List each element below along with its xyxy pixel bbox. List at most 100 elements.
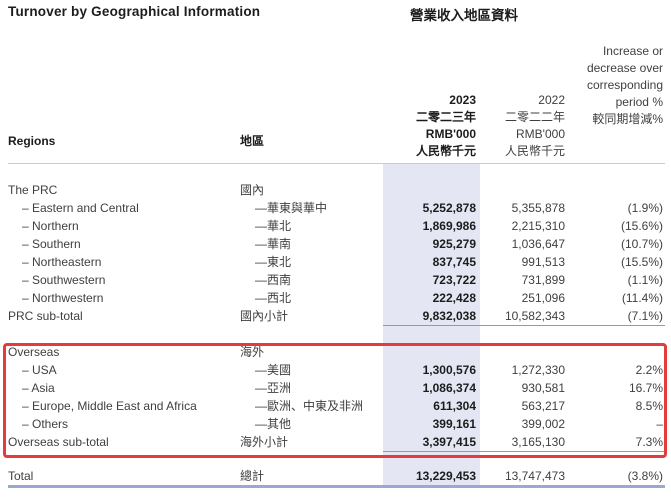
region-en-cell: – Northeastern xyxy=(22,255,102,269)
table-body: The PRC 國內 – Eastern and Central —華東與華中 5,25… xyxy=(8,163,665,488)
value-2022-cell: 10,582,343 xyxy=(480,307,567,326)
table-row-item: – USA —美國 1,300,576 1,272,330 2.2% xyxy=(8,360,665,379)
pct-change-cell: (15.5%) xyxy=(620,255,663,269)
value-2022-cell: 2,215,310 xyxy=(511,219,565,233)
region-zh-cell: 海外 xyxy=(240,344,265,359)
value-2022-cell: 1,036,647 xyxy=(511,237,565,251)
pct-change-cell: (11.4%) xyxy=(621,291,663,305)
value-2023-cell: 1,869,986 xyxy=(383,217,480,235)
value-2023-cell: 925,279 xyxy=(383,235,480,253)
region-zh-cell: 國內小計 xyxy=(240,309,289,324)
table-row-spacer xyxy=(8,163,665,181)
table-row-group: The PRC 國內 xyxy=(8,181,665,199)
region-zh-cell: 海外小計 xyxy=(240,434,289,449)
spacer-cell xyxy=(383,451,480,467)
header-line: 2023 xyxy=(449,92,476,107)
spacer-cell xyxy=(240,163,383,181)
region-en-cell: Overseas sub-total xyxy=(8,434,109,449)
value-2022-cell: 563,217 xyxy=(521,398,565,413)
spacer-cell xyxy=(383,163,480,181)
table-row-item: – Europe, Middle East and Africa —歐洲、中東及非… xyxy=(8,396,665,415)
table-row-item: – Northwestern —西北 222,428 251,096 (11.4%) xyxy=(8,289,665,307)
region-zh-cell: —東北 xyxy=(255,255,292,269)
pct-change-cell: – xyxy=(656,416,663,431)
table-row-item: – Northern —華北 1,869,986 2,215,310 (15.6%) xyxy=(8,217,665,235)
region-zh-cell: —華南 xyxy=(255,237,292,251)
table-row-group: Overseas 海外 xyxy=(8,342,665,361)
header-col-2022: 2022 二零二二年 RMB'000 人民幣千元 xyxy=(480,40,567,164)
header-col-2023: 2023 二零二三年 RMB'000 人民幣千元 xyxy=(383,40,480,164)
table-row-subtotal: PRC sub-total 國內小計 9,832,038 10,582,343 (7.1… xyxy=(8,307,665,326)
header-line: 人民幣千元 xyxy=(504,143,565,158)
spacer-cell xyxy=(8,163,240,181)
pct-change-cell: 16.7% xyxy=(628,380,663,395)
pct-change-cell: (1.1%) xyxy=(627,273,663,287)
header-line: RMB'000 xyxy=(425,126,476,141)
region-zh-cell: —歐洲、中東及非洲 xyxy=(255,398,364,413)
pct-change-cell xyxy=(567,343,665,361)
value-2022-cell: 930,581 xyxy=(521,380,565,395)
value-2023-cell: 3,397,415 xyxy=(383,432,480,452)
header-line: 二零二三年 xyxy=(415,109,476,124)
table-header-row: Regions 地區 2023 二零二三年 RMB'000 人民幣千元 2022… xyxy=(8,40,665,164)
value-2022-cell xyxy=(480,181,567,199)
value-2022-cell xyxy=(480,343,567,361)
value-2023-cell: 222,428 xyxy=(383,289,480,307)
value-2023-cell: 399,161 xyxy=(383,414,480,433)
region-en-cell: – Asia xyxy=(22,380,55,395)
pct-change-cell: 2.2% xyxy=(635,362,663,377)
pct-change-cell xyxy=(567,181,665,199)
pct-change-cell: (7.1%) xyxy=(567,307,665,326)
table-row-item: – Northeastern —東北 837,745 991,513 (15.5%) xyxy=(8,253,665,271)
page-title-en: Turnover by Geographical Information xyxy=(8,4,261,19)
spacer-cell xyxy=(480,451,567,467)
header-line: corresponding xyxy=(586,77,663,92)
table-row-item: – Others —其他 399,161 399,002 – xyxy=(8,414,665,433)
region-en-cell: – Northwestern xyxy=(22,291,104,305)
region-en-cell: The PRC xyxy=(8,183,58,197)
spacer-cell xyxy=(8,326,240,343)
pct-change-cell: (10.7%) xyxy=(620,237,663,251)
table-row-item: – Eastern and Central —華東與華中 5,252,878 5,35… xyxy=(8,199,665,217)
region-en-cell: Overseas xyxy=(8,344,60,359)
value-2022-cell: 1,272,330 xyxy=(511,362,565,377)
value-2023-cell: 1,300,576 xyxy=(383,360,480,379)
table-row-spacer xyxy=(8,451,665,467)
region-en-cell: Total xyxy=(8,467,240,488)
pct-change-cell: 8.5% xyxy=(635,398,663,413)
table-row-item: – Asia —亞洲 1,086,374 930,581 16.7% xyxy=(8,378,665,397)
table-row-spacer xyxy=(8,325,665,343)
value-2023-cell: 1,086,374 xyxy=(383,378,480,397)
header-col-change: Increase or decrease over corresponding … xyxy=(567,40,665,164)
header-line: decrease over xyxy=(586,60,663,75)
value-2022-cell: 251,096 xyxy=(521,291,565,305)
region-en-cell: – Northern xyxy=(22,219,79,233)
table-row-item: – Southwestern —西南 723,722 731,899 (1.1%) xyxy=(8,271,665,289)
table-header: Regions 地區 2023 二零二三年 RMB'000 人民幣千元 2022… xyxy=(8,40,665,164)
spacer-cell xyxy=(567,451,665,467)
header-line: period % xyxy=(615,94,663,109)
region-zh-cell: —華北 xyxy=(255,219,292,233)
region-zh-cell: —華東與華中 xyxy=(255,201,328,215)
header-regions-zh: 地區 xyxy=(240,40,383,164)
spacer-cell xyxy=(383,325,480,343)
page-title-zh: 營業收入地區資料 xyxy=(410,8,518,23)
pct-change-cell: 7.3% xyxy=(567,432,665,452)
turnover-by-geography-table: Regions 地區 2023 二零二三年 RMB'000 人民幣千元 2022… xyxy=(8,40,665,488)
header-line: 二零二二年 xyxy=(504,109,565,124)
region-en-cell: – Southern xyxy=(22,237,81,251)
header-line: 人民幣千元 xyxy=(415,143,476,158)
value-2023-cell: 723,722 xyxy=(383,271,480,289)
value-2023-cell: 611,304 xyxy=(383,396,480,415)
spacer-cell xyxy=(480,326,567,343)
header-regions-en: Regions xyxy=(8,40,240,164)
value-2023-cell: 837,745 xyxy=(383,253,480,271)
header-line: 2022 xyxy=(538,92,565,107)
value-2023-cell: 9,832,038 xyxy=(383,307,480,326)
spacer-cell xyxy=(480,163,567,181)
value-2023-cell: 13,229,453 xyxy=(383,467,480,488)
value-2022-cell: 3,165,130 xyxy=(480,432,567,452)
header-line: 較同期增減% xyxy=(592,111,663,126)
region-en-cell: – Eastern and Central xyxy=(22,201,139,215)
region-zh-cell: —西南 xyxy=(255,273,292,287)
